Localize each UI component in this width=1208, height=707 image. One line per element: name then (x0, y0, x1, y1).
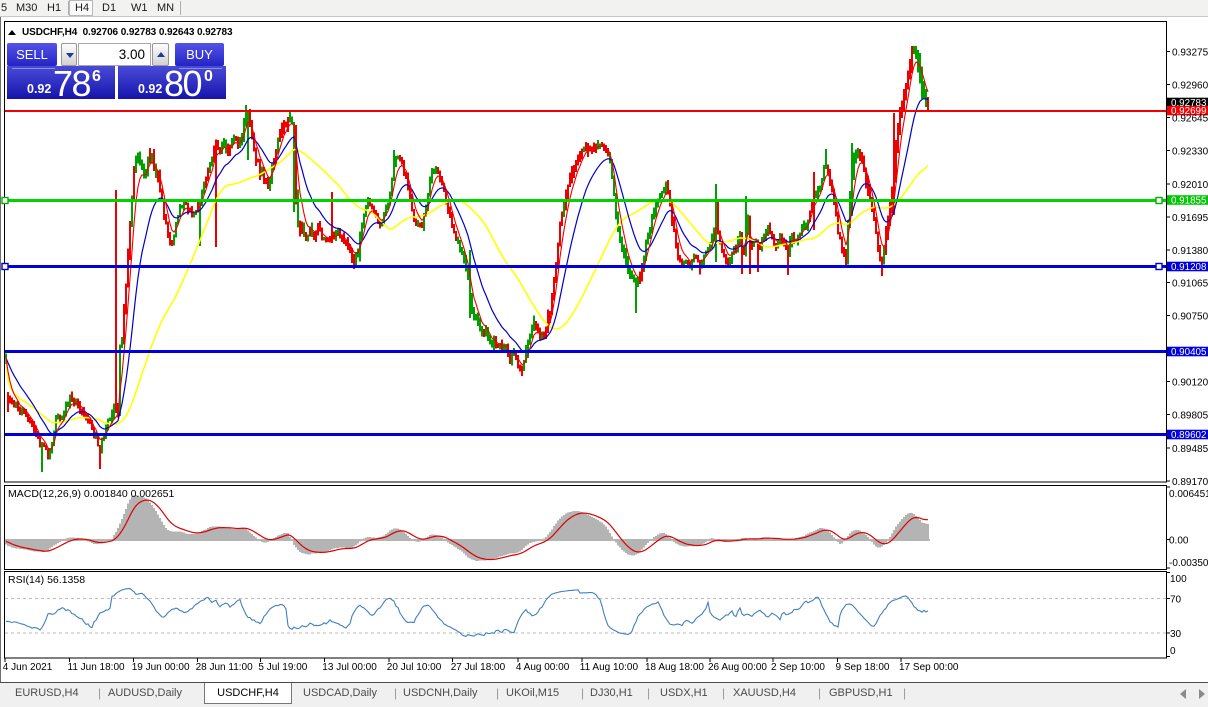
svg-text:-0.003502: -0.003502 (1169, 558, 1208, 569)
svg-text:11 Aug 10:00: 11 Aug 10:00 (580, 662, 639, 673)
svg-text:0: 0 (1170, 646, 1176, 657)
svg-text:11 Jun 18:00: 11 Jun 18:00 (68, 662, 126, 673)
svg-text:0.91855: 0.91855 (1171, 196, 1207, 207)
svg-text:4 Jun 2021: 4 Jun 2021 (3, 662, 53, 673)
svg-text:0.93275: 0.93275 (1172, 48, 1208, 59)
svg-text:MACD(12,26,9) 0.001840 0.00265: MACD(12,26,9) 0.001840 0.002651 (8, 488, 175, 500)
svg-text:0.92960: 0.92960 (1172, 81, 1208, 92)
svg-text:0.91380: 0.91380 (1172, 246, 1208, 257)
svg-text:27 Jul 18:00: 27 Jul 18:00 (451, 662, 506, 673)
svg-text:0.92010: 0.92010 (1172, 180, 1208, 191)
svg-text:19 Jun 00:00: 19 Jun 00:00 (132, 662, 190, 673)
svg-text:0.92699: 0.92699 (1171, 106, 1206, 117)
svg-text:100: 100 (1170, 574, 1187, 585)
svg-text:9 Sep 18:00: 9 Sep 18:00 (836, 662, 890, 673)
svg-text:0.89485: 0.89485 (1172, 444, 1208, 455)
svg-text:70: 70 (1170, 595, 1182, 606)
svg-text:17 Sep 00:00: 17 Sep 00:00 (899, 662, 959, 673)
svg-text:0.00: 0.00 (1169, 535, 1189, 546)
svg-text:20 Jul 10:00: 20 Jul 10:00 (387, 662, 442, 673)
svg-text:2 Sep 10:00: 2 Sep 10:00 (771, 662, 825, 673)
svg-text:30: 30 (1170, 629, 1182, 640)
svg-text:RSI(14) 56.1358: RSI(14) 56.1358 (8, 574, 85, 586)
svg-text:26 Aug 00:00: 26 Aug 00:00 (708, 662, 767, 673)
svg-text:0.92783: 0.92783 (1171, 98, 1207, 109)
svg-text:0.92645: 0.92645 (1172, 113, 1208, 124)
svg-text:5 Jul 19:00: 5 Jul 19:00 (258, 662, 307, 673)
svg-text:0.89170: 0.89170 (1172, 477, 1208, 488)
svg-text:0.90405: 0.90405 (1171, 347, 1207, 358)
svg-text:0.90120: 0.90120 (1172, 378, 1208, 389)
svg-text:0.006451: 0.006451 (1169, 489, 1208, 500)
svg-text:0.90750: 0.90750 (1172, 312, 1208, 323)
svg-text:0.89602: 0.89602 (1171, 430, 1206, 441)
svg-text:18 Aug 18:00: 18 Aug 18:00 (645, 662, 704, 673)
svg-text:13 Jul 00:00: 13 Jul 00:00 (322, 662, 377, 673)
svg-text:0.91695: 0.91695 (1172, 213, 1208, 224)
svg-text:28 Jun 11:00: 28 Jun 11:00 (196, 662, 254, 673)
svg-text:0.89805: 0.89805 (1172, 411, 1208, 422)
svg-text:0.92330: 0.92330 (1172, 146, 1208, 157)
svg-text:4 Aug 00:00: 4 Aug 00:00 (516, 662, 570, 673)
svg-text:0.91208: 0.91208 (1171, 262, 1207, 273)
svg-text:0.91065: 0.91065 (1172, 279, 1208, 290)
